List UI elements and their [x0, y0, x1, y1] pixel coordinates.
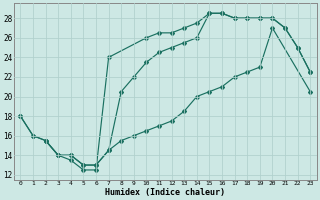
X-axis label: Humidex (Indice chaleur): Humidex (Indice chaleur) — [105, 188, 225, 197]
